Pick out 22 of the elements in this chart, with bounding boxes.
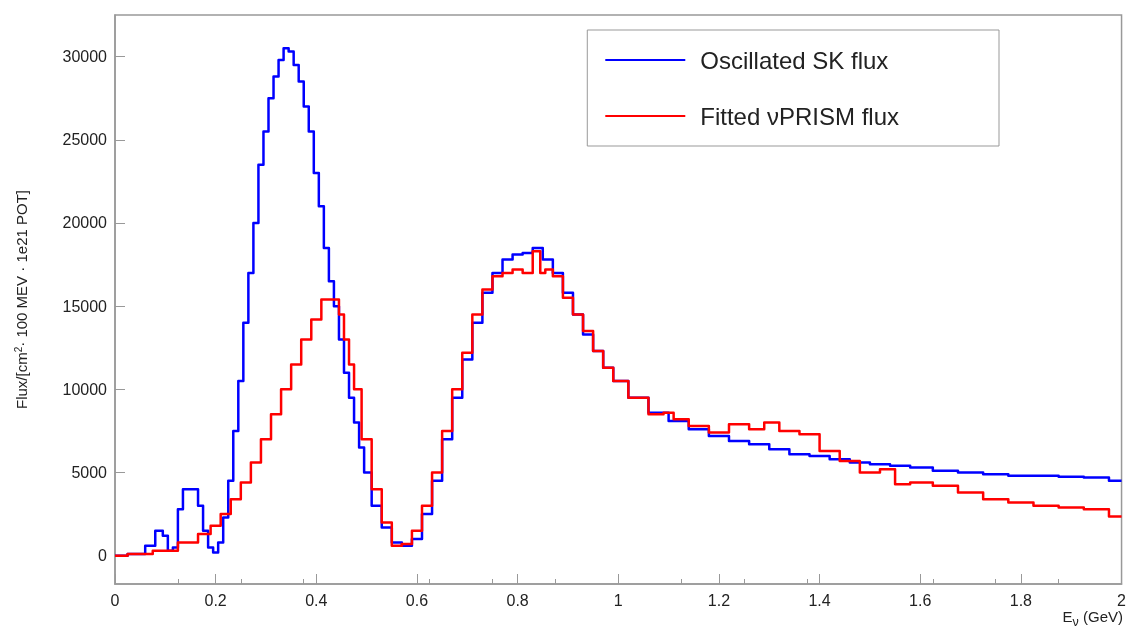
y-tick-label: 20000: [62, 214, 108, 232]
x-axis-title: E$_{ν}$ (GeV): [1062, 608, 1123, 629]
x-tick-label: 0.4: [305, 591, 328, 609]
x-tick-label: 1.2: [707, 591, 731, 609]
y-tick-label: 10000: [62, 380, 108, 398]
x-tick-label: 2: [1117, 591, 1127, 609]
x-tick-label: 1: [613, 591, 623, 609]
y-tick-label: 0: [98, 547, 108, 565]
x-tick-label: 1.6: [909, 591, 932, 609]
y-tick-label: 25000: [62, 131, 108, 149]
x-tick-label: 1.4: [808, 591, 831, 609]
x-tick-label: 0.6: [405, 591, 429, 609]
legend-label: Oscillated SK flux: [700, 46, 889, 74]
x-tick-label: 1.8: [1009, 591, 1033, 609]
x-tick-label: 0.2: [204, 591, 227, 609]
y-tick-label: 5000: [71, 464, 108, 482]
legend-label: Fitted νPRISM flux: [700, 102, 899, 130]
y-axis-title: Flux/[cm2· 100 MEV · 1e21 POT]: [12, 190, 30, 409]
y-tick-label: 15000: [62, 297, 108, 315]
y-tick-label: 30000: [62, 48, 108, 66]
x-tick-label: 0: [110, 591, 120, 609]
x-tick-label: 0.8: [506, 591, 529, 609]
